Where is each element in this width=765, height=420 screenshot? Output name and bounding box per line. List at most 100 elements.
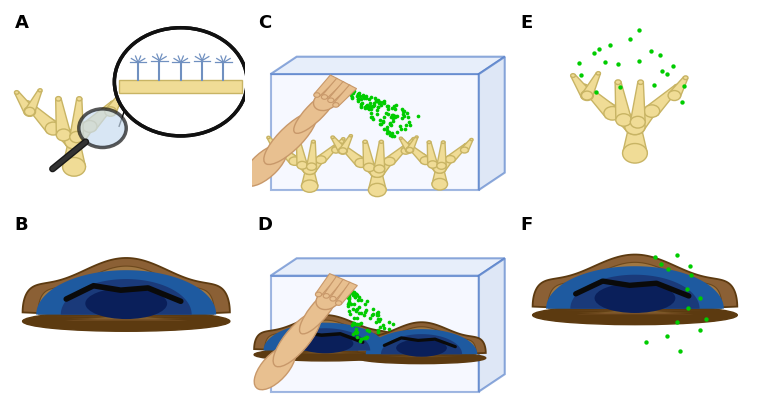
Point bbox=[399, 126, 412, 132]
Point bbox=[363, 327, 375, 334]
Polygon shape bbox=[54, 274, 199, 317]
Point bbox=[363, 105, 375, 112]
Circle shape bbox=[405, 143, 410, 147]
Circle shape bbox=[303, 165, 317, 174]
Point bbox=[335, 82, 347, 89]
Point bbox=[355, 297, 367, 303]
Point bbox=[366, 103, 379, 110]
Polygon shape bbox=[363, 142, 375, 168]
Point bbox=[366, 116, 379, 122]
Polygon shape bbox=[435, 154, 456, 171]
Point bbox=[348, 87, 360, 94]
Circle shape bbox=[284, 135, 287, 137]
Point bbox=[341, 286, 353, 292]
Point bbox=[368, 100, 380, 106]
Point bbox=[647, 81, 659, 88]
Circle shape bbox=[616, 114, 632, 126]
Point bbox=[347, 322, 359, 328]
Text: D: D bbox=[258, 216, 272, 234]
Circle shape bbox=[24, 108, 35, 116]
Point bbox=[374, 99, 386, 106]
Point bbox=[337, 281, 350, 287]
Point bbox=[375, 121, 387, 127]
Point bbox=[386, 130, 399, 136]
Point bbox=[645, 47, 657, 54]
Ellipse shape bbox=[314, 91, 338, 110]
Polygon shape bbox=[334, 85, 356, 106]
Polygon shape bbox=[45, 118, 80, 147]
Point bbox=[343, 89, 355, 95]
Ellipse shape bbox=[243, 144, 287, 186]
Point bbox=[384, 132, 396, 139]
Point bbox=[369, 318, 382, 325]
Circle shape bbox=[307, 163, 313, 168]
Circle shape bbox=[406, 147, 413, 153]
Point bbox=[353, 304, 365, 311]
Point bbox=[346, 88, 358, 94]
Point bbox=[678, 82, 690, 89]
Polygon shape bbox=[336, 282, 357, 304]
Polygon shape bbox=[301, 165, 318, 186]
Polygon shape bbox=[571, 275, 699, 309]
Point bbox=[357, 92, 369, 99]
Point bbox=[352, 96, 364, 102]
Point bbox=[349, 293, 361, 300]
Point bbox=[373, 316, 386, 323]
Circle shape bbox=[428, 161, 438, 168]
Point bbox=[614, 84, 627, 91]
Point bbox=[338, 85, 350, 92]
Polygon shape bbox=[385, 144, 409, 164]
Polygon shape bbox=[271, 57, 505, 74]
Point bbox=[347, 288, 359, 295]
Circle shape bbox=[327, 98, 334, 102]
Point bbox=[340, 287, 353, 294]
Point bbox=[350, 92, 363, 99]
Circle shape bbox=[432, 178, 448, 190]
Point bbox=[354, 102, 366, 109]
Point bbox=[336, 84, 348, 90]
Polygon shape bbox=[119, 80, 243, 93]
Point bbox=[343, 288, 355, 295]
Point bbox=[377, 99, 389, 105]
Polygon shape bbox=[70, 99, 83, 137]
Circle shape bbox=[274, 147, 282, 153]
Circle shape bbox=[571, 74, 575, 77]
Polygon shape bbox=[546, 266, 724, 309]
Point bbox=[360, 103, 373, 110]
Polygon shape bbox=[376, 331, 467, 355]
Point bbox=[369, 95, 381, 102]
Circle shape bbox=[70, 131, 78, 139]
Point bbox=[343, 287, 356, 294]
Point bbox=[367, 311, 379, 318]
Point bbox=[347, 320, 359, 326]
Point bbox=[661, 332, 673, 339]
Point bbox=[381, 126, 393, 133]
Point bbox=[339, 282, 351, 289]
Point bbox=[575, 72, 588, 79]
Circle shape bbox=[379, 140, 383, 143]
Polygon shape bbox=[623, 120, 647, 153]
Point bbox=[340, 87, 353, 93]
Circle shape bbox=[674, 84, 680, 89]
Point bbox=[346, 289, 358, 296]
Circle shape bbox=[324, 294, 330, 298]
Polygon shape bbox=[582, 73, 601, 97]
Polygon shape bbox=[428, 142, 438, 165]
Polygon shape bbox=[304, 155, 327, 173]
Point bbox=[351, 334, 363, 341]
Circle shape bbox=[363, 140, 367, 143]
Circle shape bbox=[70, 131, 83, 143]
Point bbox=[352, 91, 364, 97]
Circle shape bbox=[581, 84, 588, 89]
Circle shape bbox=[370, 166, 385, 177]
Circle shape bbox=[644, 105, 659, 117]
Point bbox=[343, 296, 355, 302]
Point bbox=[396, 108, 409, 114]
Polygon shape bbox=[367, 327, 476, 354]
Polygon shape bbox=[15, 92, 35, 114]
Point bbox=[348, 315, 360, 321]
Circle shape bbox=[406, 143, 410, 146]
Polygon shape bbox=[265, 320, 386, 351]
Point bbox=[348, 301, 360, 307]
Point bbox=[674, 348, 686, 354]
